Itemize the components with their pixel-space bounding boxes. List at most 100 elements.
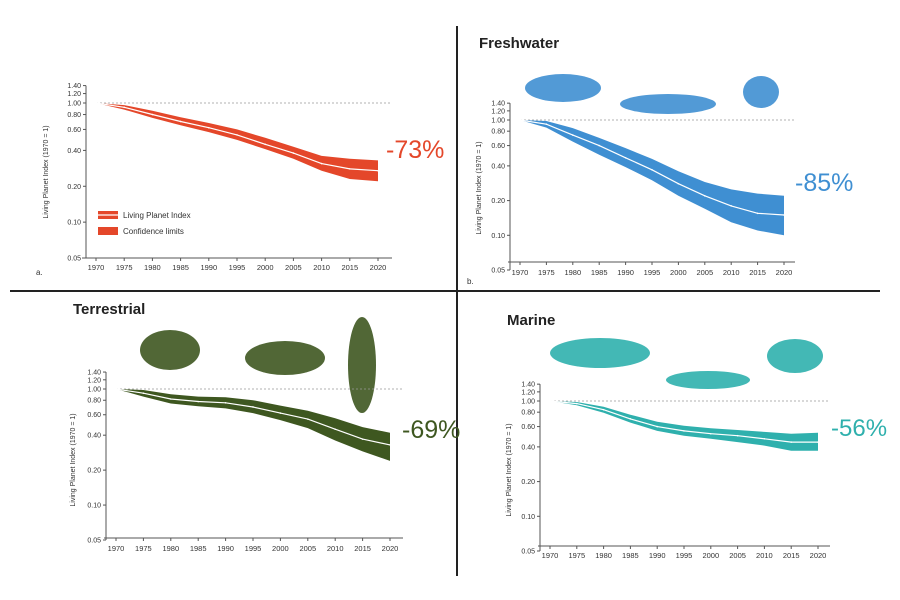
x-tick-label: 2000: [702, 551, 719, 560]
chart-title: Marine: [507, 312, 555, 329]
y-tick-label: 0.20: [67, 184, 81, 191]
chart-panel-2: Freshwater 0.05 0.10 0.20 0.40 0.60 0.80 1.00 1.…: [467, 35, 853, 286]
panel-label: a.: [36, 268, 43, 277]
y-tick-label: 1.40: [521, 382, 535, 389]
data-point: [264, 143, 267, 146]
x-tick-label: 1980: [595, 551, 612, 560]
sturgeon-icon: [620, 94, 716, 114]
x-tick-label: 1995: [644, 268, 661, 277]
chart-panel-3: Terrestrial 0.05 0.10 0.20 0.40 0.60 0.80 1.00 1…: [70, 301, 460, 553]
x-tick-label: 1990: [617, 268, 634, 277]
data-point: [549, 400, 551, 402]
y-tick-label: 1.40: [491, 101, 505, 108]
data-point: [334, 428, 337, 431]
y-tick-label: 0.10: [87, 503, 101, 510]
y-tick-label: 0.60: [87, 412, 101, 419]
x-tick-label: 2005: [729, 551, 746, 560]
x-tick-label: 1975: [135, 544, 152, 553]
monkey-icon: [348, 317, 376, 413]
y-tick-label: 0.60: [67, 127, 81, 134]
decline-annotation: -85%: [795, 169, 853, 197]
y-tick-label: 0.10: [521, 514, 535, 521]
y-tick-label: 0.40: [521, 444, 535, 451]
y-axis-label: Living Planet Index (1970 = 1): [506, 423, 513, 516]
x-tick-label: 2000: [670, 268, 687, 277]
y-tick-label: 0.20: [87, 468, 101, 475]
fish-icon: [525, 74, 601, 102]
panel-label: b.: [467, 277, 474, 286]
x-tick-label: 1980: [144, 263, 161, 272]
data-point: [710, 432, 712, 435]
x-tick-label: 2015: [749, 268, 766, 277]
y-tick-label: 0.60: [491, 143, 505, 150]
data-point: [656, 425, 658, 428]
y-tick-label: 0.10: [67, 220, 81, 227]
data-point: [572, 134, 574, 136]
x-tick-label: 1970: [88, 263, 105, 272]
data-point: [197, 400, 199, 403]
y-tick-label: 0.60: [521, 424, 535, 431]
chart-panel-1: 0.05 0.10 0.20 0.40 0.60 0.80 1.00 1.201.40 Livi…: [36, 83, 444, 277]
data-point: [545, 123, 548, 125]
data-point: [307, 418, 309, 420]
data-point: [123, 106, 125, 109]
x-tick-label: 2020: [370, 263, 387, 272]
y-axis-label: Living Planet Index (1970 = 1): [476, 141, 483, 234]
y-tick-label: 1.40: [87, 370, 101, 377]
y-tick-label: 1.20: [67, 91, 81, 98]
data-point: [292, 152, 295, 154]
data-point: [377, 169, 379, 172]
x-tick-label: 1990: [649, 551, 666, 560]
turtle-icon: [767, 339, 823, 373]
data-point: [736, 434, 739, 437]
x-tick-label: 1970: [512, 268, 529, 277]
data-point: [151, 113, 154, 116]
y-tick-label: 1.20: [491, 108, 505, 115]
x-tick-label: 2015: [783, 551, 800, 560]
y-tick-label: 0.80: [521, 410, 535, 417]
x-tick-label: 1975: [116, 263, 133, 272]
data-point: [252, 406, 254, 408]
x-tick-label: 1985: [591, 268, 608, 277]
confidence-band: [116, 389, 390, 461]
data-point: [95, 102, 97, 104]
y-tick-label: 0.80: [87, 398, 101, 405]
x-tick-label: 2015: [341, 263, 358, 272]
confidence-band: [520, 120, 784, 236]
data-point: [208, 126, 210, 129]
x-tick-label: 1975: [538, 268, 555, 277]
y-tick-label: 0.40: [491, 163, 505, 170]
y-tick-label: 0.10: [491, 233, 505, 240]
whale-icon: [550, 338, 650, 368]
x-tick-label: 2005: [299, 544, 316, 553]
x-tick-label: 1985: [622, 551, 639, 560]
chart-panel-4: Marine 0.05 0.10 0.20 0.40 0.60 0.80 1.00 1.201.…: [506, 312, 887, 560]
legend-swatch-confidence: [98, 227, 118, 235]
data-point: [783, 214, 785, 216]
data-point: [624, 157, 627, 159]
data-point: [349, 168, 351, 170]
y-tick-label: 0.05: [521, 549, 535, 556]
data-point: [763, 438, 766, 440]
data-point: [629, 418, 632, 420]
data-point: [730, 205, 732, 207]
x-tick-label: 2020: [810, 551, 827, 560]
data-point: [519, 119, 521, 121]
x-tick-label: 1980: [162, 544, 179, 553]
data-point: [142, 392, 145, 395]
y-tick-label: 1.40: [67, 83, 81, 90]
data-point: [598, 144, 600, 147]
data-point: [170, 398, 172, 400]
data-point: [576, 402, 578, 405]
y-axis-label: Living Planet Index (1970 = 1): [70, 413, 77, 506]
big-cat-icon: [245, 341, 325, 375]
x-tick-label: 2000: [257, 263, 274, 272]
x-tick-label: 2005: [285, 263, 302, 272]
y-tick-label: 1.00: [521, 399, 535, 406]
x-tick-label: 1985: [190, 544, 207, 553]
y-tick-label: 1.00: [491, 118, 505, 125]
frog-icon: [743, 76, 779, 108]
data-point: [224, 402, 227, 404]
x-tick-label: 2015: [354, 544, 371, 553]
